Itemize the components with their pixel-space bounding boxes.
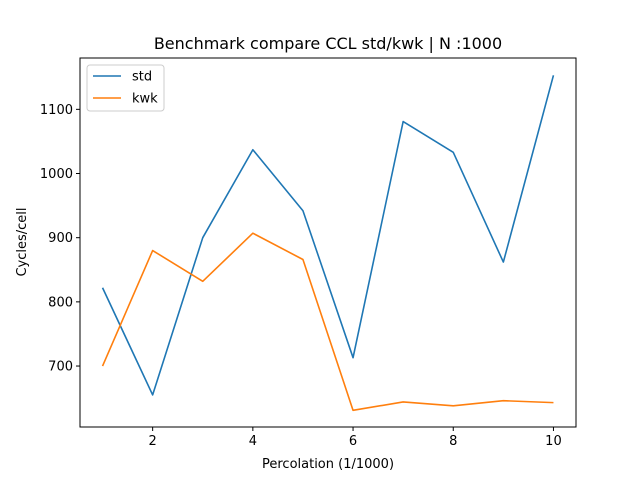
x-tick-label: 10 bbox=[545, 434, 562, 449]
legend-label-kwk: kwk bbox=[132, 92, 158, 107]
y-tick-label: 800 bbox=[48, 295, 73, 310]
series-layer bbox=[101, 75, 555, 412]
x-tick-label: 4 bbox=[249, 434, 257, 449]
y-tick-label: 700 bbox=[48, 360, 73, 375]
x-tick-label: 2 bbox=[149, 434, 157, 449]
y-axis: 700 800 900 1000 1100 bbox=[40, 103, 80, 375]
y-axis-label: Cycles/cell bbox=[15, 207, 30, 276]
legend: std kwk bbox=[86, 64, 165, 112]
plot-frame bbox=[79, 57, 577, 428]
legend-label-std: std bbox=[132, 70, 152, 85]
x-axis: 2 4 6 8 10 bbox=[149, 427, 562, 449]
x-tick-label: 6 bbox=[349, 434, 357, 449]
series-line-kwk bbox=[101, 232, 554, 412]
series-line-std bbox=[101, 75, 555, 396]
chart-title: Benchmark compare CCL std/kwk | N :1000 bbox=[154, 34, 502, 53]
plot-area bbox=[80, 58, 576, 427]
x-tick-label: 8 bbox=[449, 434, 457, 449]
x-axis-label: Percolation (1/1000) bbox=[262, 457, 394, 472]
y-tick-label: 900 bbox=[48, 231, 73, 246]
y-tick-label: 1100 bbox=[40, 103, 73, 118]
y-tick-label: 1000 bbox=[40, 167, 73, 182]
